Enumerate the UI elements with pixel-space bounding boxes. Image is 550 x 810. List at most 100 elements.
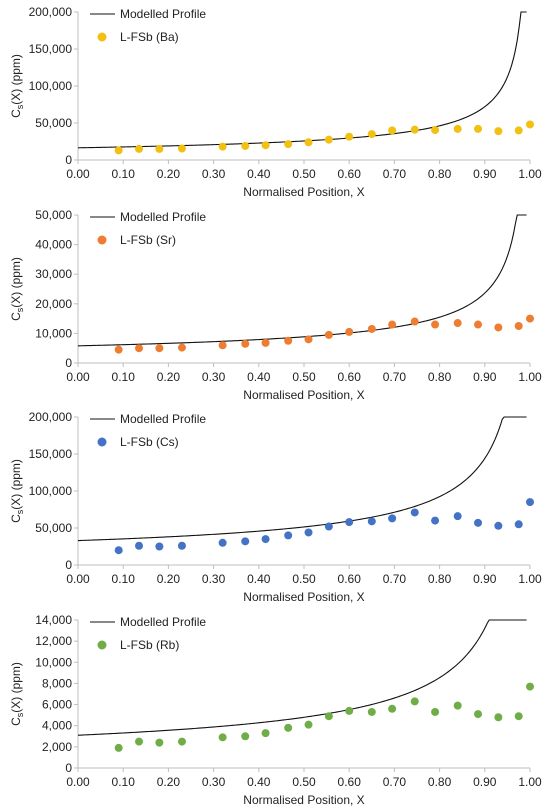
legend-series-name: L-FSb (Sr) [120,233,176,247]
x-tick-label: 0.10 [112,167,136,181]
data-point [261,338,270,347]
data-point [135,343,144,352]
data-point [526,314,534,323]
data-point [494,127,503,136]
data-point [284,140,293,149]
data-point [177,541,186,550]
x-tick-label: 1.00 [518,167,542,181]
data-point [453,124,462,133]
y-tick-label: 8,000 [42,676,72,690]
legend-series-name: L-FSb (Ba) [120,30,179,44]
chart-panel-2: 0.00 0.10 0.20 0.30 0.40 0.50 0.60 0.70 0.80 0.90… [9,208,542,402]
x-tick-label: 0.30 [202,167,226,181]
data-point [345,327,354,336]
x-tick-label: 0.20 [157,572,181,586]
data-point [514,520,523,529]
data-point [388,704,397,713]
y-tick-label: 4,000 [42,718,72,732]
data-point [388,126,397,135]
data-point [135,541,144,550]
data-point [474,124,483,133]
x-tick-label: 0.90 [473,167,497,181]
x-tick-label: 0.90 [473,370,497,384]
data-point [155,542,164,551]
x-tick-label: 0.30 [202,775,226,789]
y-tick-label: 40,000 [35,237,72,251]
data-point [241,537,250,546]
legend-modelled-profile: Modelled Profile [120,7,206,21]
x-tick-label: 0.50 [292,572,316,586]
y-tick-label: 200,000 [29,5,73,19]
data-point [453,701,462,710]
chart-panel-3: 0.00 0.10 0.20 0.30 0.40 0.50 0.60 0.70 0.80 0.90… [9,410,542,604]
data-point [218,340,227,349]
data-point [177,144,186,153]
legend-modelled-profile: Modelled Profile [120,210,206,224]
x-tick-label: 0.00 [66,775,90,789]
modelled-profile-line [77,213,527,346]
data-point [324,330,333,339]
x-axis-label: Normalised Position, X [243,590,364,604]
data-point [218,538,227,547]
data-point [304,334,313,343]
x-tick-label: 0.50 [292,167,316,181]
y-tick-label: 50,000 [35,208,72,222]
data-point [345,132,354,141]
x-tick-label: 0.40 [247,167,271,181]
x-tick-label: 0.70 [383,370,407,384]
y-axis-label: Cs(X) (ppm) [9,257,25,321]
data-point [284,531,293,540]
data-point [114,345,123,354]
data-point [177,343,186,352]
data-point [431,320,440,329]
chart-panel-4: 0.00 0.10 0.20 0.30 0.40 0.50 0.60 0.70 0.80 0.90… [9,613,542,807]
data-point [526,682,534,691]
y-tick-label: 50,000 [35,521,72,535]
data-point [135,144,144,153]
data-point [453,318,462,327]
data-point [494,712,503,721]
x-tick-label: 0.60 [338,370,362,384]
data-point [261,728,270,737]
data-point [431,126,440,135]
x-tick-label: 0.20 [157,775,181,789]
data-point [241,339,250,348]
x-tick-label: 0.80 [428,167,452,181]
x-tick-label: 0.50 [292,370,316,384]
x-tick-label: 0.30 [202,572,226,586]
x-tick-label: 0.40 [247,370,271,384]
data-point [284,336,293,345]
x-tick-label: 0.60 [338,167,362,181]
legend-marker-swatch [97,640,107,649]
data-point [261,535,270,544]
data-point [324,711,333,720]
y-tick-label: 100,000 [29,484,73,498]
data-point [474,320,483,329]
data-point [345,706,354,715]
data-point [367,324,376,333]
x-tick-label: 0.00 [66,572,90,586]
x-axis-label: Normalised Position, X [243,185,364,199]
y-tick-label: 0 [65,356,72,370]
data-point [114,546,123,555]
x-tick-label: 0.60 [338,572,362,586]
x-tick-label: 0.40 [247,572,271,586]
y-tick-label: 10,000 [35,655,72,669]
data-point [388,320,397,329]
data-point [367,130,376,139]
y-tick-label: 0 [65,761,72,775]
data-point [526,120,534,129]
data-point [304,528,313,537]
data-point [155,343,164,352]
data-point [514,321,523,330]
data-point [241,141,250,150]
modelled-profile-line [77,618,527,736]
x-tick-label: 0.20 [157,370,181,384]
x-tick-label: 0.90 [473,775,497,789]
legend-series-name: L-FSb (Cs) [120,435,179,449]
data-point [218,732,227,741]
x-tick-label: 1.00 [518,775,542,789]
x-tick-label: 0.80 [428,572,452,586]
chart-panel-1: 0.00 0.10 0.20 0.30 0.40 0.50 0.60 0.70 0.80 0.90… [9,5,542,199]
data-point [155,738,164,747]
